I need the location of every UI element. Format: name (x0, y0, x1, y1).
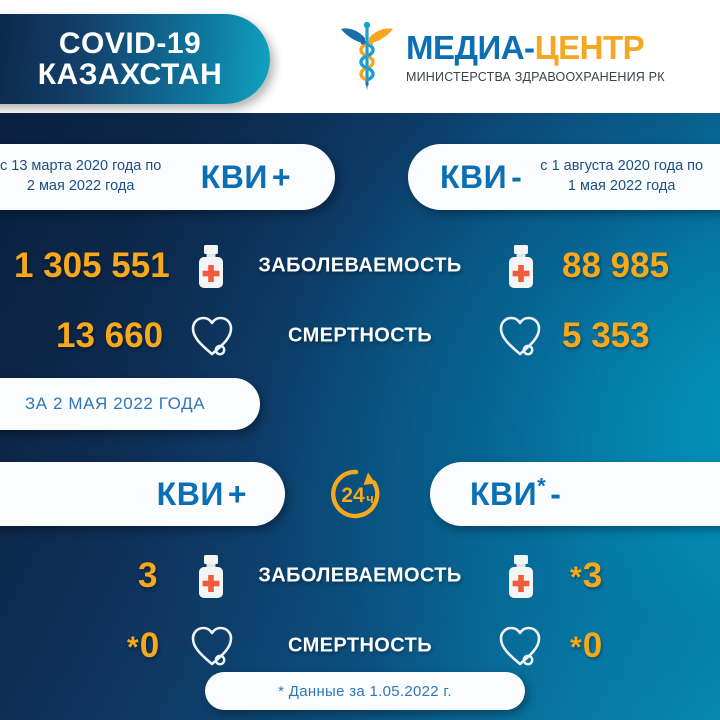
footnote-text: * Данные за 1.05.2022 г. (278, 682, 452, 700)
cumulative-incidence-left-value: 1 305 551 (14, 246, 170, 285)
badge-24h-icon: 24 ч (328, 466, 384, 522)
cumulative-mortality-left-value: 13 660 (56, 316, 164, 355)
daily-date-banner: ЗА 2 МАЯ 2022 ГОДА (0, 378, 260, 430)
daily-right-kvi-text: КВИ (470, 475, 538, 512)
cumulative-row-incidence: 1 305 551 ЗАБОЛЕВАЕМОСТЬ 88 985 (0, 235, 720, 297)
medicine-bottle-icon (190, 553, 232, 599)
medicine-bottle-icon (500, 243, 542, 289)
cumulative-left-kvi-sign: + (271, 158, 291, 195)
logo-text-block: МЕДИА-ЦЕНТР МИНИСТЕРСТВА ЗДРАВООХРАНЕНИЯ… (406, 31, 665, 84)
cumulative-right-period: с 1 августа 2020 года по 1 мая 2022 года (540, 157, 703, 196)
logo-title-blue: МЕДИА- (406, 29, 535, 66)
daily-incidence-label: ЗАБОЛЕВАЕМОСТЬ (258, 564, 462, 587)
heart-pulse-icon (498, 313, 541, 359)
heart-pulse-icon (498, 623, 541, 669)
logo-subtitle: МИНИСТЕРСТВА ЗДРАВООХРАНЕНИЯ РК (406, 70, 665, 84)
cumulative-left-kvi-text: КВИ (200, 158, 268, 195)
cumulative-incidence-right-value: 88 985 (562, 246, 670, 285)
daily-mortality-right-value: 0 (582, 626, 603, 665)
daily-incidence-right-star: * (570, 561, 582, 594)
daily-row-incidence: 3 ЗАБОЛЕВАЕМОСТЬ *3 (0, 545, 720, 607)
cumulative-left-period: с 13 марта 2020 года по 2 мая 2022 года (0, 157, 161, 196)
caduceus-icon (338, 20, 396, 95)
daily-incidence-right-value-group: *3 (570, 556, 602, 596)
daily-mortality-left-value-group: *0 (127, 626, 159, 666)
medicine-bottle-icon (190, 243, 232, 289)
daily-mortality-right-star: * (570, 631, 582, 664)
daily-right-kvi-sign: - (550, 475, 562, 512)
daily-date-banner-text: ЗА 2 МАЯ 2022 ГОДА (24, 394, 206, 413)
cumulative-row-mortality: 13 660 СМЕРТНОСТЬ 5 353 (0, 305, 720, 367)
daily-incidence-right-value: 3 (582, 556, 603, 595)
media-center-logo: МЕДИА-ЦЕНТР МИНИСТЕРСТВА ЗДРАВООХРАНЕНИЯ… (338, 20, 665, 95)
daily-right-kvi-star: * (537, 472, 547, 498)
covid-title-line1: COVID-19 (58, 26, 202, 60)
cumulative-mortality-right-value: 5 353 (562, 316, 650, 355)
daily-mortality-left-value: 0 (139, 626, 160, 665)
daily-kvi-plus-pill: КВИ + (0, 462, 285, 526)
cumulative-left-period-line2: 2 мая 2022 года (26, 178, 135, 194)
daily-mortality-right-value-group: *0 (570, 626, 602, 666)
covid-title-pill: COVID-19 КАЗАХСТАН (0, 14, 270, 104)
cumulative-kvi-plus-pill: с 13 марта 2020 года по 2 мая 2022 года … (0, 144, 335, 210)
medicine-bottle-icon (500, 553, 542, 599)
badge-24h-unit: ч (366, 491, 374, 506)
daily-row-mortality: *0 СМЕРТНОСТЬ *0 (0, 615, 720, 677)
heart-pulse-icon (190, 313, 233, 359)
cumulative-left-period-line1: с 13 марта 2020 года по (0, 158, 162, 175)
cumulative-mortality-label: СМЕРТНОСТЬ (287, 324, 433, 347)
badge-24h-number: 24 (341, 484, 365, 507)
covid-title-line2: КАЗАХСТАН (37, 58, 223, 91)
daily-mortality-label: СМЕРТНОСТЬ (287, 634, 433, 657)
cumulative-left-kvi-label: КВИ + (201, 159, 291, 196)
cumulative-right-kvi-sign: - (511, 158, 523, 195)
footnote-pill: * Данные за 1.05.2022 г. (205, 672, 525, 710)
daily-right-kvi-label: КВИ* - (470, 472, 562, 513)
daily-left-kvi-text: КВИ (156, 475, 224, 512)
cumulative-right-period-line1: с 1 августа 2020 года по (540, 158, 704, 175)
logo-title-orange: ЦЕНТР (534, 29, 645, 66)
cumulative-right-period-line2: 1 мая 2022 года (567, 178, 676, 194)
covid-title-text: COVID-19 КАЗАХСТАН (37, 26, 223, 91)
cumulative-kvi-minus-pill: КВИ - с 1 августа 2020 года по 1 мая 2022… (408, 144, 720, 210)
daily-left-kvi-label: КВИ + (157, 476, 247, 513)
daily-kvi-minus-pill: КВИ* - (430, 462, 720, 526)
daily-left-kvi-sign: + (227, 475, 247, 512)
cumulative-right-kvi-text: КВИ (440, 158, 508, 195)
daily-incidence-left-value: 3 (138, 556, 158, 595)
heart-pulse-icon (190, 623, 233, 669)
daily-mortality-left-star: * (127, 631, 139, 664)
cumulative-incidence-label: ЗАБОЛЕВАЕМОСТЬ (258, 254, 462, 277)
logo-title: МЕДИА-ЦЕНТР (406, 31, 665, 64)
cumulative-right-kvi-label: КВИ - (440, 159, 522, 196)
